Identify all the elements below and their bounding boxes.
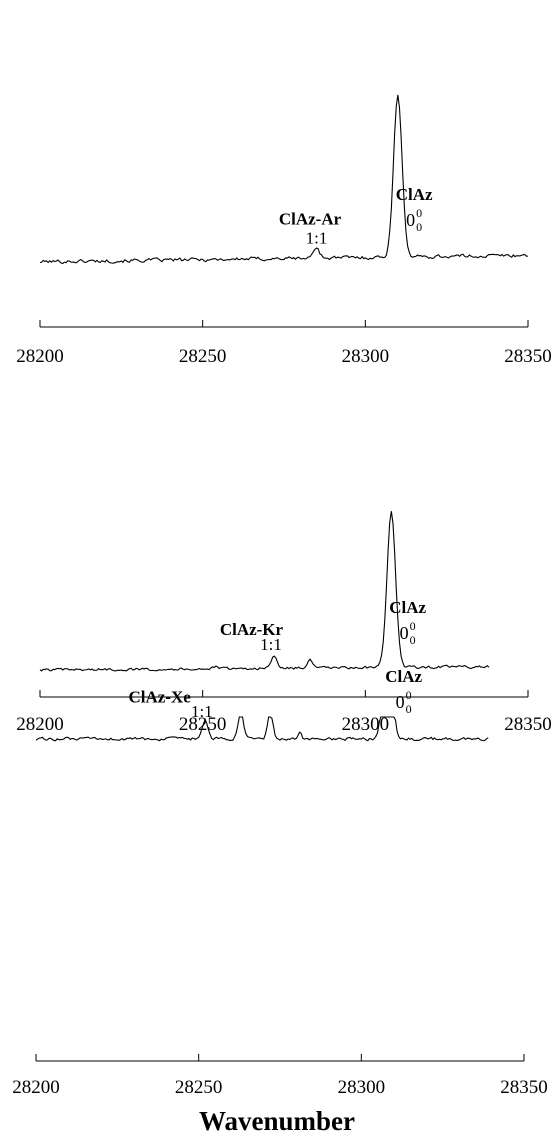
x-tick-label: 28300 (342, 346, 390, 367)
peak-label: ClAz (389, 598, 426, 617)
spectrum-trace (36, 717, 488, 741)
spectrum-trace (40, 95, 528, 264)
ratio-label: 1:1 (306, 229, 328, 248)
origin-band-sub: 0 (416, 220, 422, 234)
peak-label: ClAz-Xe (128, 687, 191, 706)
x-tick-label: 28350 (504, 346, 552, 367)
ratio-label: 1:1 (191, 702, 213, 721)
x-tick-label: 28250 (175, 1077, 223, 1098)
peak-label: ClAz (385, 667, 422, 686)
x-axis-label: Wavenumber (0, 1106, 554, 1137)
origin-band-label: 0 (400, 623, 409, 643)
x-tick-label: 28200 (16, 346, 64, 367)
origin-band-label: 0 (396, 692, 405, 712)
origin-band-sub: 0 (406, 702, 412, 716)
x-tick-label: 28350 (500, 1077, 548, 1098)
origin-band-sup: 0 (416, 206, 422, 220)
peak-label: ClAz (396, 185, 433, 204)
ratio-label: 1:1 (260, 635, 282, 654)
x-tick-label: 28200 (12, 1077, 60, 1098)
x-tick-label: 28300 (338, 1077, 386, 1098)
x-tick-label: 28200 (16, 714, 64, 735)
origin-band-sup: 0 (410, 619, 416, 633)
x-tick-label: 28350 (504, 714, 552, 735)
peak-label: ClAz-Ar (279, 210, 342, 229)
origin-band-sub: 0 (410, 633, 416, 647)
x-tick-label: 28250 (179, 346, 227, 367)
origin-band-sup: 0 (406, 688, 412, 702)
origin-band-label: 0 (406, 210, 415, 230)
